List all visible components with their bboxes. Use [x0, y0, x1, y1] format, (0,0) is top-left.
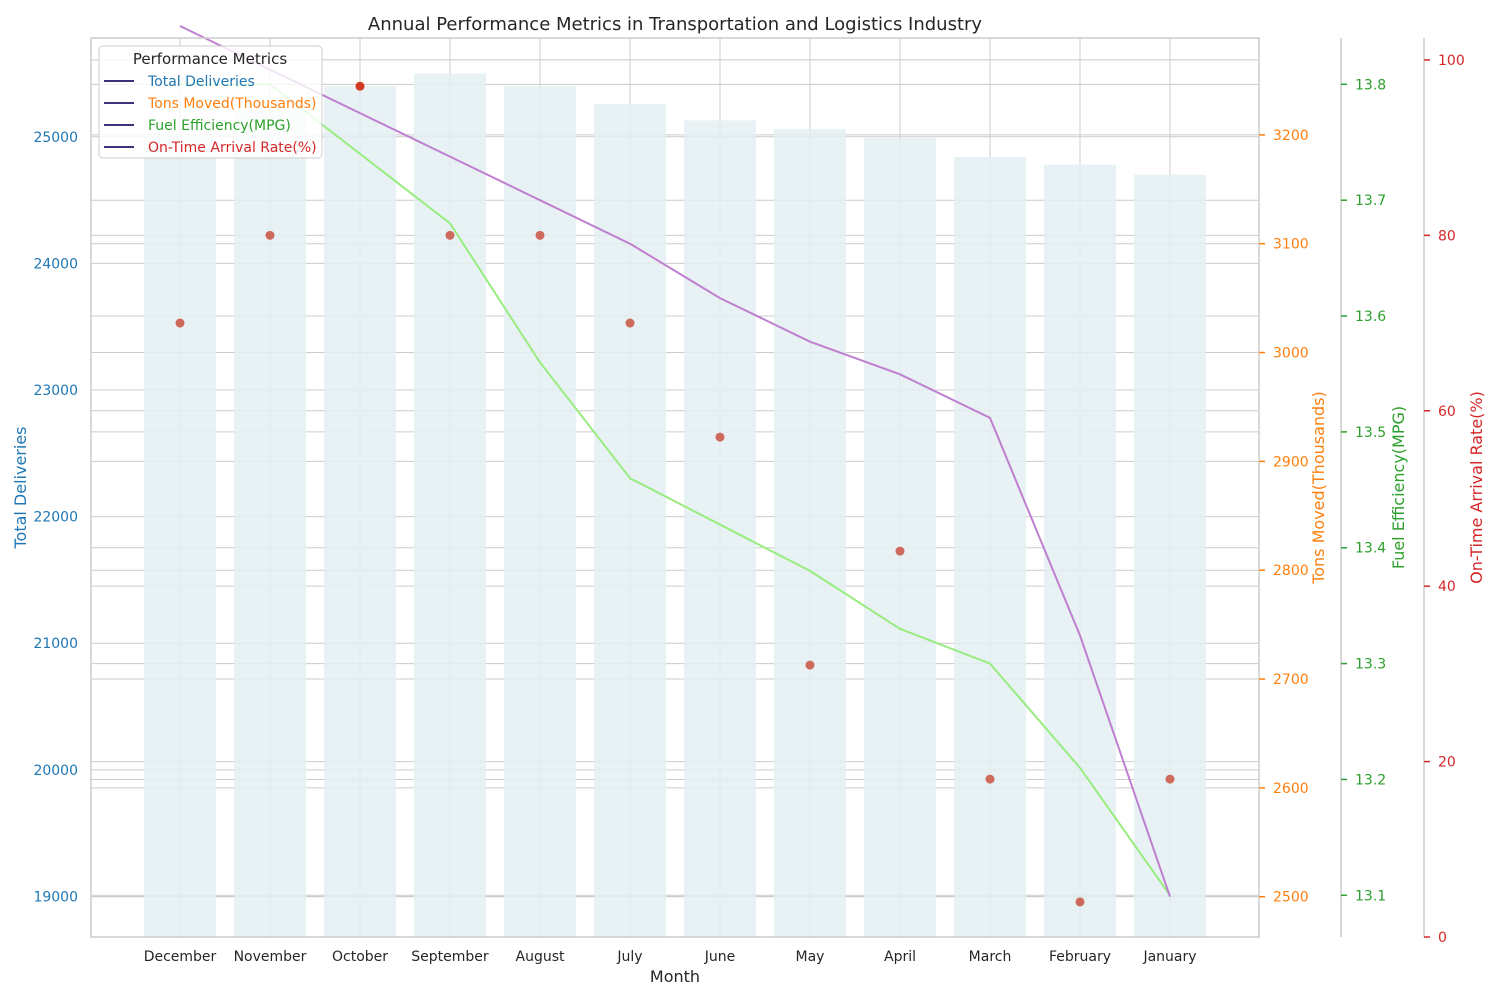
lines	[179, 25, 1171, 898]
bar-june	[684, 120, 756, 938]
on-time-point-august	[535, 230, 545, 240]
tick-label: 2900	[1273, 454, 1309, 470]
x-tick-label: May	[796, 949, 825, 965]
axis-label-0: Total Deliveries	[11, 426, 30, 549]
on-time-point-may	[805, 660, 815, 670]
x-tick-label: April	[884, 949, 916, 965]
bar-april	[864, 138, 936, 938]
tick-label: 13.4	[1355, 541, 1386, 557]
on-time-point-october	[355, 81, 365, 91]
tick-label: 13.2	[1355, 772, 1386, 788]
bars	[144, 73, 1206, 938]
bar-january	[1134, 174, 1206, 938]
x-tick-label: September	[411, 949, 489, 965]
scatter-points	[175, 81, 1175, 907]
legend-entry: Tons Moved(Thousands)	[147, 96, 317, 112]
tick-label: 21000	[33, 636, 78, 652]
tick-label: 13.5	[1355, 425, 1386, 441]
bar-september	[414, 73, 486, 938]
tick-label: 13.8	[1355, 77, 1386, 93]
x-axis-label: Month	[650, 967, 700, 986]
on-time-point-november	[265, 230, 275, 240]
bar-december	[144, 136, 216, 938]
chart-title: Annual Performance Metrics in Transporta…	[368, 14, 983, 35]
legend-entry: On-Time Arrival Rate(%)	[148, 140, 317, 156]
tick-label: 23000	[33, 383, 78, 399]
x-tick-label: June	[704, 949, 736, 965]
bar-october	[324, 86, 396, 938]
on-time-point-july	[625, 318, 635, 328]
axis-label-3: On-Time Arrival Rate(%)	[1467, 391, 1486, 584]
axes: 19000200002100022000230002400025000Total…	[11, 37, 1486, 965]
x-tick-label: July	[616, 949, 642, 965]
tick-label: 13.7	[1355, 193, 1386, 209]
on-time-point-january	[1165, 774, 1175, 784]
on-time-point-june	[715, 432, 725, 442]
legend-entry: Total Deliveries	[147, 74, 255, 90]
legend-title: Performance Metrics	[133, 50, 287, 68]
x-tick-label: November	[234, 949, 307, 965]
tick-label: 2600	[1273, 781, 1309, 797]
tick-label: 2700	[1273, 672, 1309, 688]
tick-label: 24000	[33, 256, 78, 272]
tick-label: 20000	[33, 763, 78, 779]
tick-label: 3100	[1273, 237, 1309, 253]
tons-moved-line	[179, 25, 1171, 898]
on-time-point-december	[175, 318, 185, 328]
tick-label: 13.6	[1355, 309, 1386, 325]
legend-entry: Fuel Efficiency(MPG)	[148, 118, 291, 134]
x-tick-label: August	[516, 949, 566, 965]
tick-label: 22000	[33, 510, 78, 526]
tick-label: 2500	[1273, 890, 1309, 906]
tick-label: 80	[1438, 228, 1456, 244]
tick-label: 13.1	[1355, 888, 1386, 904]
tick-label: 3200	[1273, 128, 1309, 144]
tick-label: 20	[1438, 755, 1456, 771]
bar-july	[594, 103, 666, 937]
tick-label: 25000	[33, 130, 78, 146]
bar-august	[504, 86, 576, 938]
tick-label: 100	[1438, 53, 1465, 69]
tick-label: 0	[1438, 930, 1447, 946]
bar-november	[234, 111, 306, 937]
x-tick-label: December	[144, 949, 217, 965]
tick-label: 2800	[1273, 563, 1309, 579]
legend-box	[98, 45, 323, 159]
axis-label-2: Fuel Efficiency(MPG)	[1389, 406, 1408, 569]
on-time-point-march	[985, 774, 995, 784]
tick-label: 19000	[33, 889, 78, 905]
bar-may	[774, 129, 846, 937]
tick-label: 13.3	[1355, 657, 1386, 673]
axis-label-1: Tons Moved(Thousands)	[1309, 391, 1328, 585]
legend: Performance Metrics Total Deliveries Tons …	[98, 45, 323, 159]
on-time-point-february	[1075, 897, 1085, 907]
on-time-point-april	[895, 546, 905, 556]
x-tick-label: March	[969, 949, 1012, 965]
x-tick-label: February	[1049, 949, 1111, 965]
plot-frame	[90, 37, 1260, 938]
tick-label: 60	[1438, 404, 1456, 420]
on-time-point-september	[445, 230, 455, 240]
bar-march	[954, 157, 1026, 938]
fuel-efficiency-line	[180, 83, 1171, 896]
tick-label: 3000	[1273, 346, 1309, 362]
bar-february	[1044, 164, 1116, 937]
x-tick-label: October	[332, 949, 388, 965]
tick-label: 40	[1438, 579, 1456, 595]
x-tick-label: January	[1142, 949, 1196, 965]
